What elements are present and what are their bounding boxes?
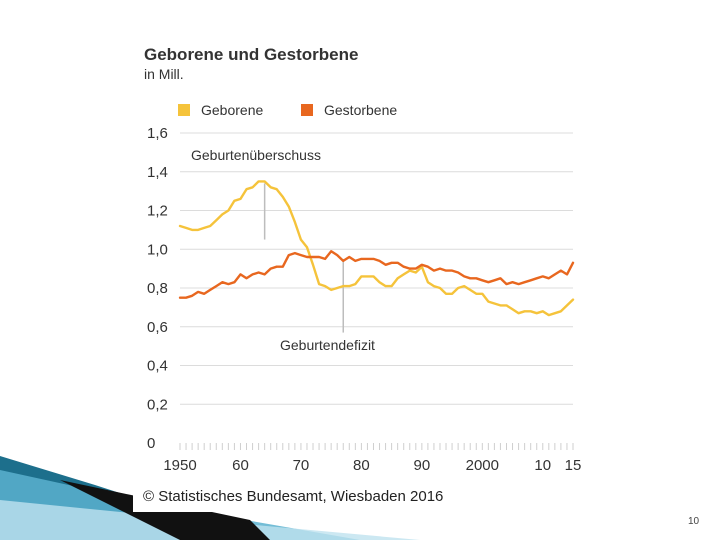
- x-tick-label: 10: [534, 457, 551, 474]
- annotation-lines: [263, 183, 344, 333]
- y-tick-label: 1,6: [147, 125, 168, 142]
- y-tick-label: 1,4: [147, 164, 168, 181]
- y-tick-label: 0,4: [147, 358, 168, 375]
- x-tick-label: 70: [293, 457, 310, 474]
- x-tick-label: 60: [232, 457, 249, 474]
- series-line-geborene: [178, 180, 575, 317]
- x-tick-label: 15: [565, 457, 582, 474]
- x-tick-label: 1950: [163, 457, 196, 474]
- gridlines: [180, 132, 573, 405]
- x-tick-label: 2000: [466, 457, 499, 474]
- legend-label-geborene: Geborene: [201, 102, 263, 118]
- chart-title: Geborene und Gestorbene: [144, 45, 358, 64]
- y-tick-label: 0,6: [147, 319, 168, 336]
- chart-subtitle: in Mill.: [144, 66, 184, 82]
- series-lines: [178, 180, 575, 317]
- legend-swatch-geborene: [178, 104, 190, 116]
- legend-label-gestorbene: Gestorbene: [324, 102, 397, 118]
- source-credit: © Statistisches Bundesamt, Wiesbaden 201…: [143, 488, 443, 505]
- x-tick-label: 90: [414, 457, 431, 474]
- x-axis-ticks: 1950 60 70 80 90 2000 10 15: [163, 457, 581, 474]
- y-tick-label: 0: [147, 435, 155, 452]
- x-tick-label: 80: [353, 457, 370, 474]
- y-tick-label: 1,0: [147, 241, 168, 258]
- legend-swatch-gestorbene: [301, 104, 313, 116]
- annotation-geburtendefizit: Geburtendefizit: [280, 337, 375, 353]
- series-line-gestorbene: [178, 249, 575, 299]
- y-tick-label: 0,2: [147, 396, 168, 413]
- y-tick-label: 1,2: [147, 203, 168, 220]
- chart: Geborene und Gestorbene in Mill. Geboren…: [143, 45, 581, 505]
- chart-panel: Geborene und Gestorbene in Mill. Geboren…: [133, 32, 593, 512]
- x-axis-minor-ticks: [179, 443, 574, 450]
- y-axis-ticks: 0 0,2 0,4 0,6 0,8 1,0 1,2 1,4 1,6: [147, 125, 168, 452]
- annotation-geburtenueberschuss: Geburtenüberschuss: [191, 147, 321, 163]
- page-number: 10: [688, 516, 700, 527]
- slide-corner-shape-pale: [0, 500, 420, 540]
- y-tick-label: 0,8: [147, 280, 168, 297]
